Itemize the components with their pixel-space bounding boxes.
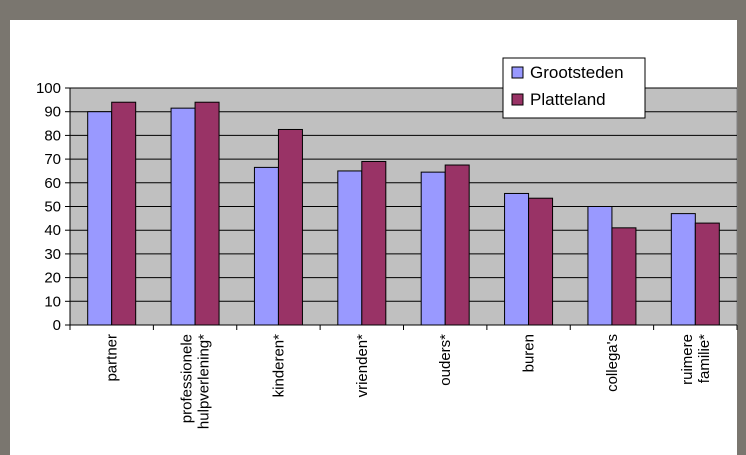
legend-swatch xyxy=(511,93,524,106)
bar-grootsteden xyxy=(253,166,279,326)
category-label: partner xyxy=(104,334,121,382)
y-tick-label: 0 xyxy=(53,317,61,334)
bar-grootsteden xyxy=(420,171,446,326)
y-tick-label: 30 xyxy=(44,246,61,263)
category-label: professionele xyxy=(179,334,196,423)
category-label: ruimere xyxy=(679,334,696,385)
y-tick-label: 10 xyxy=(44,293,61,310)
y-tick-label: 80 xyxy=(44,127,61,144)
x-axis-labels: partner professionele hulpverlening* kinder… xyxy=(104,334,713,429)
y-tick-label: 50 xyxy=(44,199,61,216)
bar-grootsteden xyxy=(337,170,363,326)
bar-platteland xyxy=(277,128,303,326)
bar-platteland xyxy=(611,227,637,326)
bar-grootsteden xyxy=(670,213,696,326)
category-label: kinderen* xyxy=(270,334,287,398)
legend-box xyxy=(502,57,646,119)
category-label: collega's xyxy=(604,334,621,392)
bar-grootsteden xyxy=(504,192,530,326)
bar-grootsteden xyxy=(87,111,113,326)
y-tick-label: 20 xyxy=(44,270,61,287)
y-tick-label: 70 xyxy=(44,151,61,168)
bar-platteland xyxy=(361,160,387,326)
bar-platteland xyxy=(194,101,220,326)
category-label: buren xyxy=(521,334,538,372)
y-axis-ticks: 0 10 20 30 40 50 60 70 80 90 100 xyxy=(36,80,61,334)
bar-grootsteden xyxy=(170,107,196,326)
bar-platteland xyxy=(694,222,720,326)
bar-platteland xyxy=(111,101,137,326)
legend-label: Platteland xyxy=(530,90,606,109)
bar-platteland xyxy=(444,164,470,326)
y-tick-label: 40 xyxy=(44,222,61,239)
category-label: vrienden* xyxy=(354,334,371,398)
legend-label: Grootsteden xyxy=(530,63,624,82)
y-tick-label: 100 xyxy=(36,80,61,97)
y-tick-label: 90 xyxy=(44,104,61,121)
category-label: ouders* xyxy=(437,334,454,386)
bar-grootsteden xyxy=(587,206,613,326)
legend: Grootsteden Platteland xyxy=(502,57,646,119)
category-label: familie* xyxy=(696,334,713,383)
legend-swatch xyxy=(511,66,524,79)
axes xyxy=(65,87,738,330)
y-tick-label: 60 xyxy=(44,175,61,192)
bar-platteland xyxy=(528,197,554,326)
category-label: hulpverlening* xyxy=(196,334,213,429)
bars xyxy=(87,101,720,326)
